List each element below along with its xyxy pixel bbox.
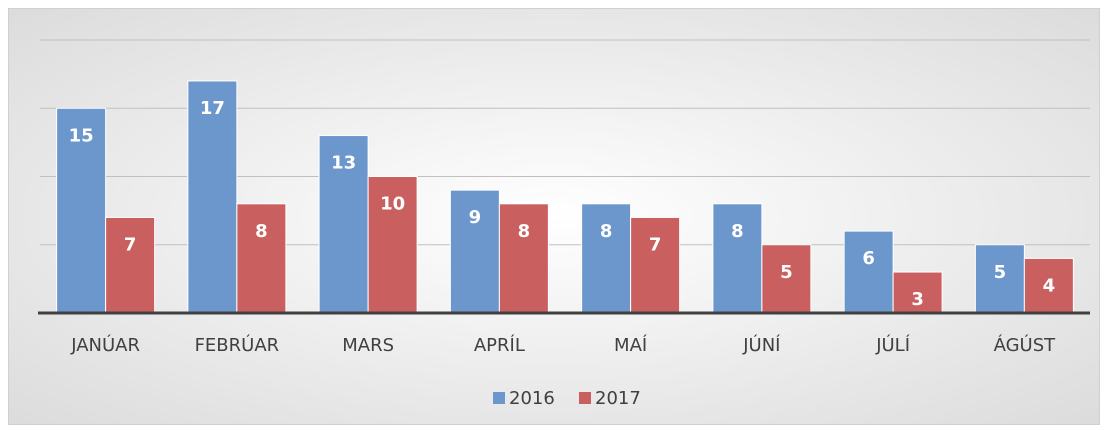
data-label: 8 [600,221,613,242]
data-label: 3 [911,289,924,310]
x-tick-label: JÚNÍ [742,334,780,356]
data-label: 7 [124,234,137,255]
bar [712,203,763,314]
bar [367,176,418,314]
data-label: 9 [469,207,482,228]
bar [318,135,369,314]
data-label: 5 [994,262,1007,283]
bar [236,203,287,314]
x-tick-label: JÚLÍ [875,334,910,356]
data-label: 8 [518,221,531,242]
bar [761,244,812,314]
x-tick-label: FEBRÚAR [195,334,280,356]
chart-background [8,8,1100,425]
legend-label: 2016 [509,388,555,409]
data-label: 4 [1043,275,1056,296]
data-label: 5 [780,262,793,283]
data-label: 8 [731,221,744,242]
bar [892,271,943,314]
x-tick-label: APRÍL [474,334,525,356]
bar [498,203,549,314]
bar [105,216,156,314]
legend-swatch [579,392,591,404]
bar [449,189,500,314]
data-label: 13 [331,153,356,174]
bar [630,216,681,314]
data-label: 7 [649,234,662,255]
data-label: 10 [380,194,405,215]
bar [56,107,107,314]
data-label: 8 [255,221,268,242]
x-tick-label: MAÍ [614,334,647,356]
bar [843,230,894,314]
data-label: 17 [200,98,225,119]
legend-label: 2017 [595,388,641,409]
x-tick-label: MARS [342,335,394,356]
bar [1023,257,1074,314]
data-label: 6 [862,248,875,269]
legend-swatch [493,392,505,404]
data-label: 15 [69,125,94,146]
x-tick-label: ÁGÚST [994,334,1057,356]
x-tick-label: JANÚAR [70,334,140,356]
